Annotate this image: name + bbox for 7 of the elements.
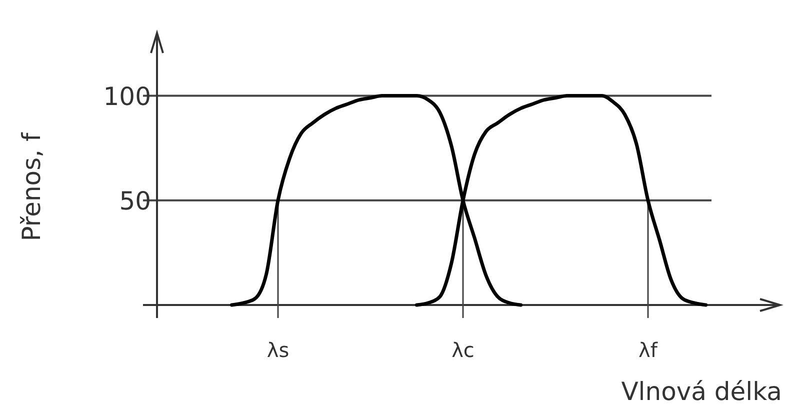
- y-tick-label: 100: [103, 82, 151, 111]
- y-tick-label: 50: [119, 186, 151, 216]
- x-tick-label: λc: [452, 338, 474, 362]
- x-axis-title: Vlnová délka: [621, 377, 782, 406]
- y-axis-title: Přenos, f: [17, 132, 46, 242]
- x-tick-label: λs: [266, 338, 290, 362]
- x-tick-label: λf: [638, 338, 658, 362]
